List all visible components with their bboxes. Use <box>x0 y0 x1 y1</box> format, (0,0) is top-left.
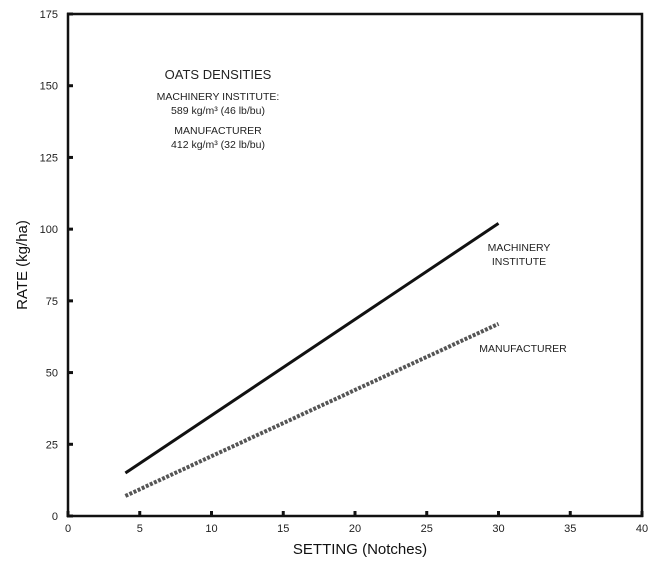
series-line-machinery-institute <box>124 222 500 475</box>
y-axis: 0 25 50 75 100 125 150 175 <box>40 9 73 523</box>
annotation-line-4: 412 kg/m³ (32 lb/bu) <box>171 139 265 151</box>
y-tick-label: 0 <box>52 511 58 523</box>
x-axis: 0 5 10 15 20 25 30 35 40 <box>65 511 648 535</box>
x-tick-label: 35 <box>564 523 576 535</box>
series-label-manufacturer: MANUFACTURER <box>479 343 567 355</box>
y-tick-label: 125 <box>40 152 58 164</box>
x-axis-title: SETTING (Notches) <box>293 541 427 558</box>
y-tick-label: 175 <box>40 9 58 21</box>
series-label-machinery-1: MACHINERY <box>488 242 551 254</box>
y-tick-label: 50 <box>46 368 58 380</box>
x-tick-label: 40 <box>636 523 648 535</box>
series-label-machinery-2: INSTITUTE <box>492 256 546 268</box>
x-tick-label: 20 <box>349 523 361 535</box>
x-tick-label: 0 <box>65 523 71 535</box>
y-tick-label: 25 <box>46 439 58 451</box>
annotation-line-2: 589 kg/m³ (46 lb/bu) <box>171 105 265 117</box>
annotation-title: OATS DENSITIES <box>165 67 272 82</box>
y-axis-title: RATE (kg/ha) <box>14 220 31 310</box>
y-tick-label: 75 <box>46 296 58 308</box>
annotation-line-3: MANUFACTURER <box>174 125 262 137</box>
x-tick-label: 15 <box>277 523 289 535</box>
series-layer <box>124 222 500 498</box>
y-tick-label: 150 <box>40 81 58 93</box>
x-tick-label: 30 <box>492 523 504 535</box>
x-tick-label: 10 <box>205 523 217 535</box>
plot-frame <box>66 12 644 518</box>
annotation-line-1: MACHINERY INSTITUTE: <box>157 91 280 103</box>
x-tick-label: 25 <box>421 523 433 535</box>
series-line-manufacturer <box>124 321 500 498</box>
y-tick-label: 100 <box>40 224 58 236</box>
x-tick-label: 5 <box>137 523 143 535</box>
